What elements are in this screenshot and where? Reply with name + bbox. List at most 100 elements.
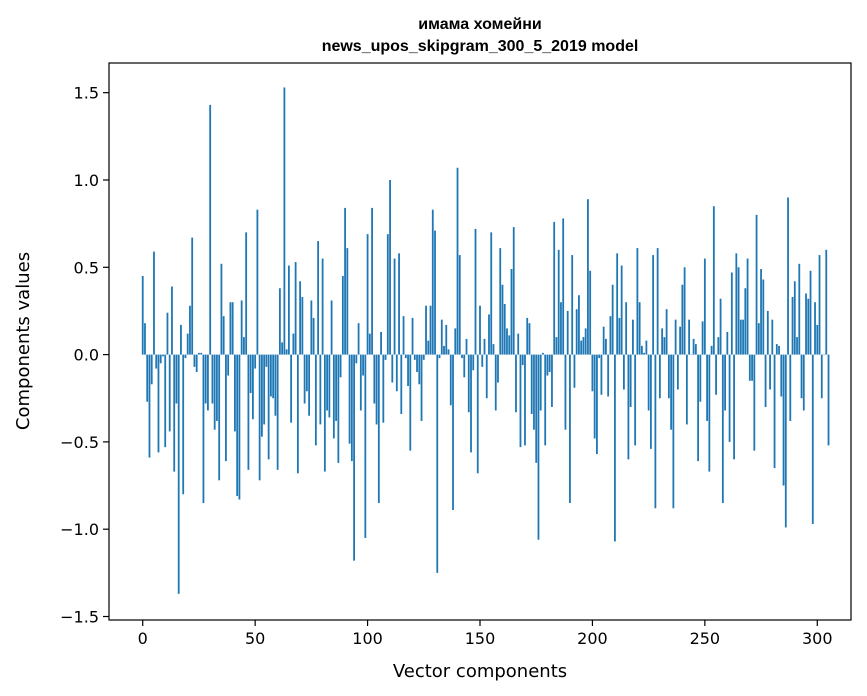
bar	[245, 232, 248, 355]
bar	[146, 354, 149, 402]
bar	[542, 352, 544, 355]
bar	[827, 354, 830, 446]
bar	[647, 354, 650, 411]
bar	[512, 227, 515, 355]
bar	[764, 354, 767, 407]
x-axis-ticks: 0 50 100 150 200 250 300	[138, 620, 833, 648]
bar	[778, 345, 780, 355]
bar	[571, 255, 574, 355]
bar	[278, 288, 281, 355]
bar	[539, 354, 542, 411]
bar	[335, 354, 337, 421]
bar	[703, 258, 706, 355]
bar	[501, 284, 504, 355]
bar	[281, 342, 284, 355]
bar	[346, 248, 349, 355]
bar	[710, 345, 713, 355]
bar	[485, 354, 488, 399]
bar	[553, 221, 556, 355]
y-tick-label: 1.5	[74, 84, 99, 103]
bars-group	[141, 87, 830, 594]
bar	[362, 354, 364, 376]
bar	[382, 354, 385, 423]
bar	[182, 354, 185, 495]
bar	[393, 258, 396, 355]
bar	[431, 209, 434, 355]
bar	[398, 253, 400, 355]
bar	[649, 354, 652, 449]
bar	[654, 354, 657, 509]
bar	[443, 345, 445, 355]
bar	[503, 303, 506, 355]
bar	[400, 354, 403, 414]
bar	[274, 354, 277, 416]
y-tick-label: 1.0	[74, 171, 99, 190]
bar	[263, 354, 266, 425]
bar	[721, 354, 724, 504]
bar	[584, 328, 587, 355]
bar	[733, 354, 735, 460]
x-axis-label: Vector components	[393, 661, 567, 682]
bar	[371, 207, 373, 355]
bar	[699, 354, 702, 402]
bar	[528, 323, 531, 355]
bar	[546, 354, 549, 376]
bar	[162, 354, 164, 357]
bar	[787, 197, 789, 355]
bar	[611, 284, 614, 355]
bar	[737, 267, 740, 355]
bar	[247, 354, 250, 470]
y-tick-label: −0.5	[60, 433, 99, 452]
bar	[407, 354, 409, 387]
bar	[456, 167, 459, 355]
bar	[155, 354, 158, 369]
bar	[670, 354, 673, 430]
bar	[629, 354, 632, 407]
bar	[319, 354, 322, 425]
bar	[368, 333, 371, 355]
bar	[607, 354, 610, 397]
bar	[409, 354, 412, 451]
bar	[166, 312, 169, 355]
bar	[465, 338, 468, 355]
bar	[209, 104, 212, 355]
bar	[227, 354, 230, 376]
bar	[191, 237, 194, 355]
bar	[694, 344, 697, 355]
bar	[712, 206, 715, 355]
bar	[375, 354, 378, 425]
bar	[728, 354, 731, 442]
bar	[766, 310, 769, 355]
bar	[299, 281, 302, 355]
bar	[548, 354, 551, 373]
bar	[562, 218, 565, 355]
bar	[213, 354, 216, 430]
bar	[249, 354, 252, 394]
bar	[296, 354, 299, 474]
chart-title: имама хомейни	[418, 16, 541, 33]
bar	[373, 354, 376, 404]
bar	[488, 314, 490, 355]
bar	[353, 354, 355, 561]
bar	[814, 302, 816, 355]
bar	[243, 337, 245, 355]
bar	[434, 230, 436, 355]
bar	[467, 354, 470, 413]
bar	[557, 249, 560, 355]
bar	[490, 232, 493, 355]
bar	[341, 276, 344, 355]
bar	[389, 179, 391, 355]
bar	[793, 281, 796, 355]
bar	[425, 305, 427, 355]
bar	[231, 302, 234, 355]
bar	[506, 328, 508, 355]
bar	[305, 354, 308, 392]
bar	[402, 316, 405, 355]
bar	[658, 354, 661, 399]
bar	[742, 319, 744, 355]
bar	[618, 317, 621, 355]
bar	[207, 354, 209, 411]
bar	[216, 354, 218, 421]
bar	[643, 352, 646, 355]
bar	[476, 354, 479, 474]
